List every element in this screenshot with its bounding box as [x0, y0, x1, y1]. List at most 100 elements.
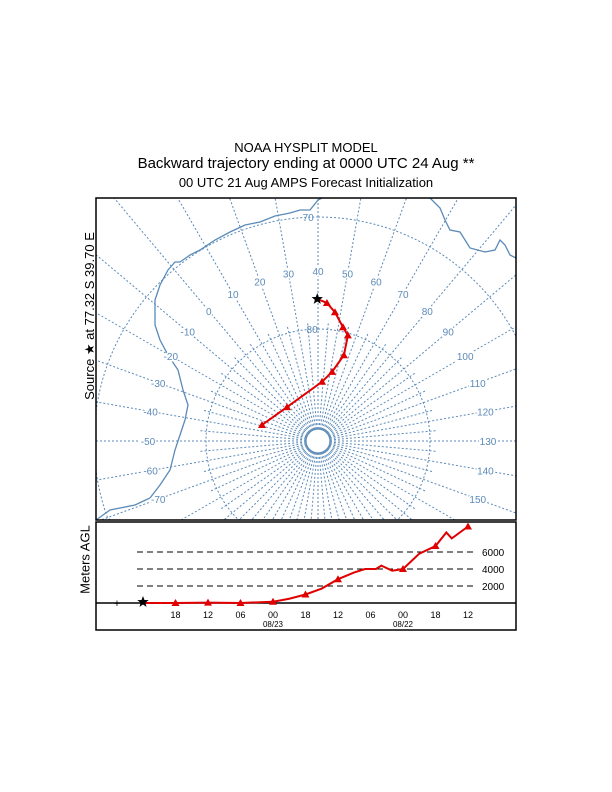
pole-circle [305, 428, 331, 454]
meridian [326, 355, 404, 433]
meridian [209, 445, 308, 493]
longitude-label: 30 [283, 270, 295, 281]
meridian [318, 452, 326, 520]
meridian [219, 371, 309, 435]
meridian [310, 452, 318, 520]
meridian [96, 442, 307, 481]
longitude-label: -60 [143, 467, 158, 478]
latitude-circle [96, 216, 516, 520]
meridian [326, 448, 413, 520]
meridian [96, 312, 308, 436]
meridian [232, 355, 310, 433]
trajectory-marker [283, 403, 292, 411]
meridian [198, 430, 307, 441]
meridian [113, 198, 311, 433]
meridian [326, 274, 516, 434]
map-frame [95, 197, 517, 521]
time-tick-label: 12 [203, 610, 213, 620]
time-tick-label: 18 [300, 610, 310, 620]
date-label: 08/23 [263, 620, 284, 629]
time-tick-label: 12 [463, 610, 473, 620]
meridian [201, 409, 307, 439]
meridian [288, 452, 315, 520]
meridian [274, 198, 317, 430]
longitude-label: 100 [457, 352, 474, 363]
plus-marker: + [114, 598, 120, 610]
meridian [96, 359, 307, 438]
longitude-label: 150 [469, 495, 486, 506]
time-tick-label: 06 [235, 610, 245, 620]
longitude-label: 120 [477, 407, 494, 418]
height-tick-label: 6000 [482, 548, 505, 559]
meridian [328, 389, 427, 437]
meridian [180, 446, 308, 520]
meridian [303, 452, 317, 520]
height-marker [171, 599, 180, 606]
height-tick-label: 2000 [482, 582, 505, 593]
meridian [318, 321, 329, 430]
meridian [238, 449, 310, 520]
coastline [96, 198, 516, 520]
trajectory-line [261, 298, 349, 426]
time-tick-label: 00 [398, 610, 408, 620]
height-marker [334, 575, 342, 583]
meridian [324, 450, 374, 520]
meridian [198, 441, 307, 452]
meridian [100, 444, 307, 520]
meridian [201, 443, 307, 473]
height-marker [399, 565, 407, 572]
meridian [323, 451, 365, 520]
longitude-label: -30 [151, 379, 166, 390]
meridian [329, 430, 438, 441]
meridian [286, 324, 316, 430]
longitude-label: -40 [143, 407, 158, 418]
height-tick-label: 4000 [482, 565, 505, 576]
meridian [322, 451, 356, 520]
longitude-label: -20 [164, 352, 179, 363]
trajectory-title: Backward trajectory ending at 0000 UTC 2… [137, 155, 475, 172]
time-tick-label: 18 [170, 610, 180, 620]
init-title: 00 UTC 21 Aug AMPS Forecast Initializati… [178, 175, 434, 190]
meridian [329, 444, 516, 514]
meridian [329, 441, 438, 452]
meridian [322, 332, 370, 431]
height-marker [464, 522, 472, 530]
meridian [266, 332, 314, 431]
longitude-label: 140 [477, 467, 494, 478]
longitude-label: -50 [141, 437, 156, 448]
meridian [321, 198, 407, 430]
trajectory-marker [328, 367, 337, 375]
meridian [209, 389, 308, 437]
meridian [271, 451, 313, 520]
meridian [319, 198, 362, 430]
trajectory-marker [339, 323, 348, 331]
model-title: NOAA HYSPLIT MODEL [234, 140, 378, 155]
longitude-label: 80 [422, 307, 434, 318]
meridian [177, 198, 313, 431]
height-marker [269, 597, 277, 605]
height-marker [236, 599, 245, 606]
meridian [248, 342, 312, 432]
meridian [327, 371, 417, 435]
longitude-label: 110 [470, 379, 486, 390]
meridian [325, 204, 516, 433]
trajectory-marker [339, 351, 348, 359]
meridian [325, 449, 385, 520]
meridian [329, 443, 435, 473]
meridian [328, 446, 456, 520]
meridian [96, 401, 307, 440]
height-marker [301, 590, 310, 598]
time-tick-label: 18 [430, 610, 440, 620]
longitude-label: 10 [227, 290, 239, 301]
meridian [251, 449, 311, 520]
trajectory-marker [330, 308, 339, 316]
meridian [329, 409, 435, 439]
meridian [328, 445, 427, 493]
longitude-label: -10 [181, 328, 196, 339]
trajectory-marker [322, 298, 331, 306]
longitude-label: 60 [371, 277, 383, 288]
height-marker [431, 542, 440, 550]
longitude-label: 0 [206, 307, 212, 318]
